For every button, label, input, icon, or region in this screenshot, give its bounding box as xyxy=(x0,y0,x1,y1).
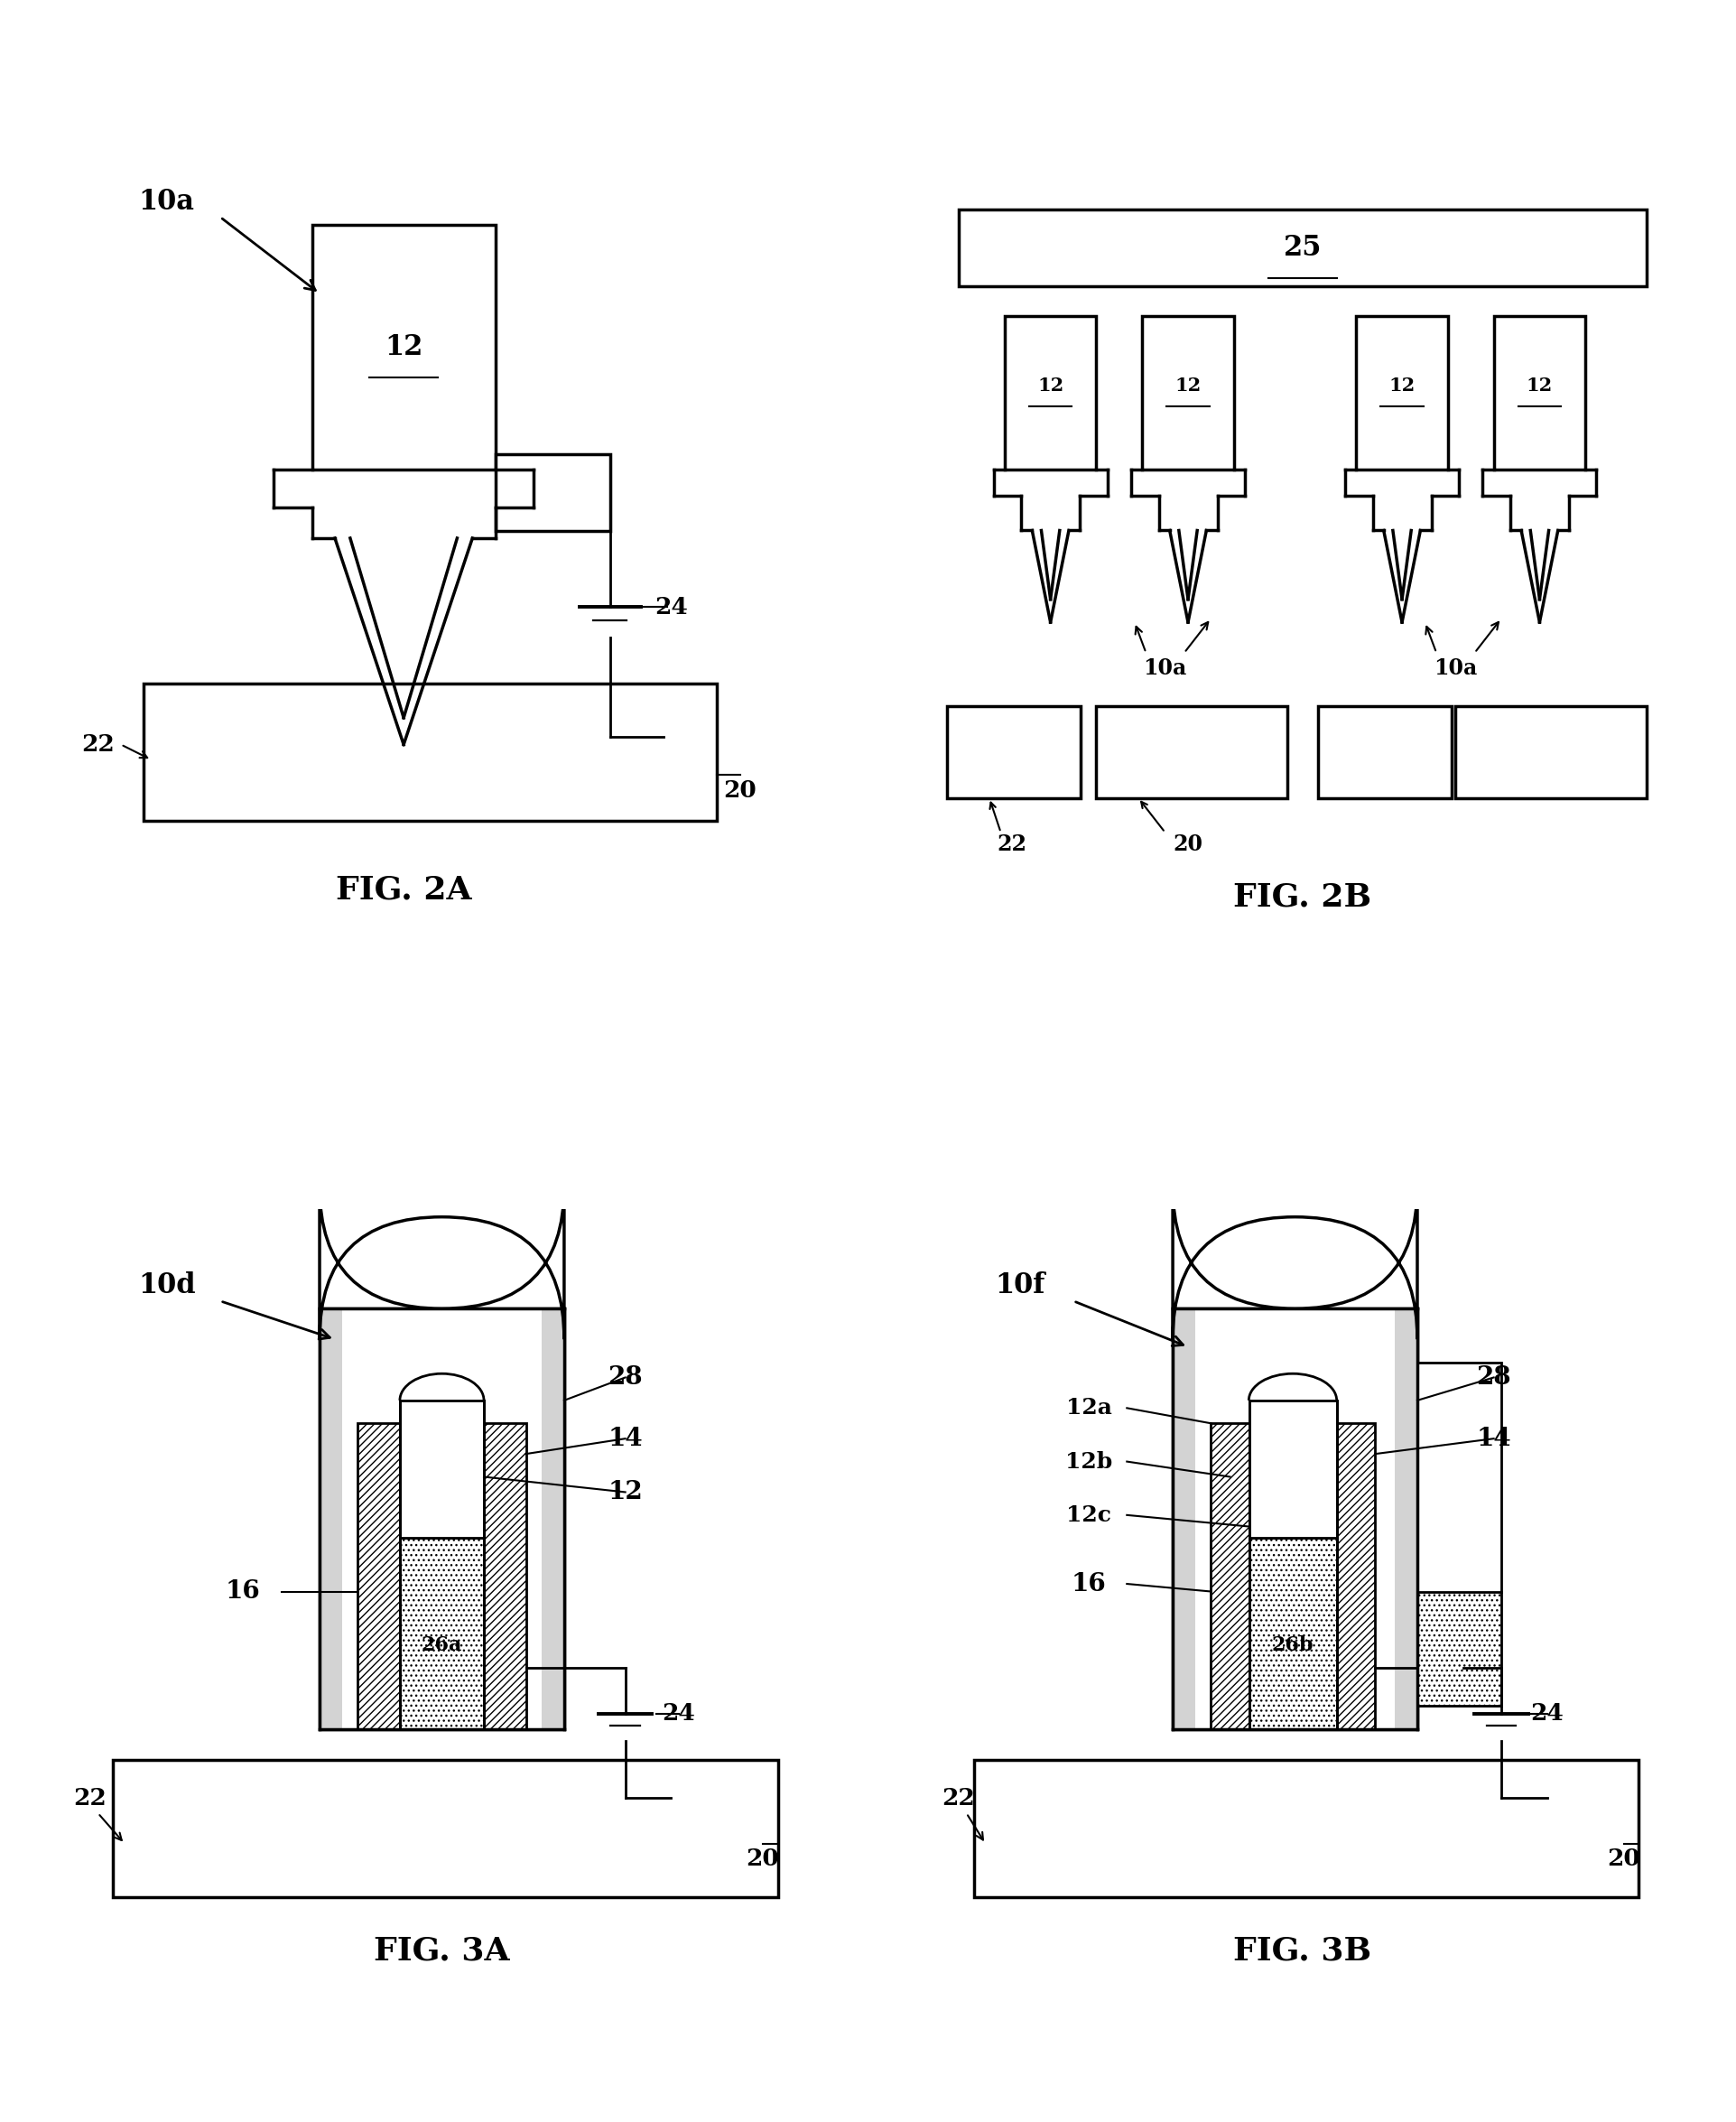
Text: 28: 28 xyxy=(1476,1364,1510,1390)
Text: FIG. 2B: FIG. 2B xyxy=(1233,883,1371,912)
Text: 20: 20 xyxy=(1606,1848,1639,1869)
Bar xyxy=(1417,1592,1500,1706)
Bar xyxy=(1356,316,1448,469)
Text: 12: 12 xyxy=(1174,376,1201,395)
Bar xyxy=(484,1424,526,1729)
Bar xyxy=(1321,713,1448,798)
Bar xyxy=(958,210,1646,286)
Text: 10a: 10a xyxy=(139,189,194,216)
Text: 12: 12 xyxy=(1389,376,1415,395)
Bar xyxy=(116,1772,774,1897)
Text: 10d: 10d xyxy=(137,1271,196,1301)
Bar xyxy=(399,1538,484,1729)
FancyBboxPatch shape xyxy=(1172,1186,1417,1339)
Bar xyxy=(399,1538,484,1729)
Text: 28: 28 xyxy=(608,1364,642,1390)
Bar xyxy=(946,707,1080,798)
Text: 14: 14 xyxy=(1476,1426,1510,1451)
Text: 12: 12 xyxy=(1526,376,1552,395)
Text: 24: 24 xyxy=(1529,1702,1562,1725)
Text: 26b: 26b xyxy=(1271,1636,1312,1655)
Bar xyxy=(974,1759,1639,1897)
Bar xyxy=(1248,1538,1337,1729)
Text: 12: 12 xyxy=(608,1479,642,1504)
Text: FIG. 3A: FIG. 3A xyxy=(373,1935,510,1967)
Text: 24: 24 xyxy=(661,1702,694,1725)
Bar xyxy=(342,1309,542,1729)
Bar xyxy=(1337,1424,1375,1729)
Bar xyxy=(319,1309,342,1729)
Text: 12c: 12c xyxy=(1066,1504,1111,1526)
Bar xyxy=(399,1401,484,1538)
Text: 20: 20 xyxy=(722,779,757,802)
FancyBboxPatch shape xyxy=(319,1186,564,1339)
Text: 20: 20 xyxy=(746,1848,779,1869)
Bar xyxy=(1003,316,1095,469)
Text: FIG. 3B: FIG. 3B xyxy=(1233,1935,1371,1967)
Text: 25: 25 xyxy=(1283,233,1321,261)
Text: 14: 14 xyxy=(608,1426,642,1451)
Text: 10a: 10a xyxy=(1432,658,1477,679)
Bar xyxy=(1493,316,1585,469)
Text: 22: 22 xyxy=(73,1787,108,1810)
Text: 22: 22 xyxy=(82,734,115,755)
Text: 12a: 12a xyxy=(1066,1396,1111,1420)
Bar xyxy=(319,1309,564,1729)
Bar xyxy=(1172,1309,1194,1729)
Bar xyxy=(1394,1309,1417,1729)
Text: 10a: 10a xyxy=(1142,658,1186,679)
Bar xyxy=(1248,1538,1337,1729)
Bar xyxy=(542,1309,564,1729)
Text: 22: 22 xyxy=(941,1787,976,1810)
Bar xyxy=(977,1772,1634,1897)
Text: 26a: 26a xyxy=(422,1636,462,1655)
Bar xyxy=(358,1424,399,1729)
Bar xyxy=(484,1424,526,1729)
Bar xyxy=(951,713,1076,798)
Bar xyxy=(358,1424,399,1729)
Text: FIG. 2A: FIG. 2A xyxy=(335,874,472,906)
Text: 24: 24 xyxy=(654,596,687,618)
Bar xyxy=(1095,707,1286,798)
Text: 20: 20 xyxy=(1172,834,1203,855)
Bar xyxy=(1194,1309,1394,1729)
Text: 12: 12 xyxy=(384,333,422,361)
Bar xyxy=(1337,1424,1375,1729)
Bar xyxy=(1417,1362,1500,1706)
Bar xyxy=(1210,1424,1248,1729)
Text: 12: 12 xyxy=(1036,376,1062,395)
Bar xyxy=(1458,713,1642,798)
Bar xyxy=(1318,707,1451,798)
Text: 16: 16 xyxy=(226,1579,260,1604)
Bar xyxy=(1099,713,1283,798)
Text: 16: 16 xyxy=(1071,1572,1106,1596)
Bar xyxy=(1248,1401,1337,1538)
Bar xyxy=(312,225,495,469)
Bar xyxy=(1210,1424,1248,1729)
Bar xyxy=(1172,1309,1417,1729)
Bar xyxy=(148,694,713,821)
Bar xyxy=(1455,707,1646,798)
Bar xyxy=(1142,316,1233,469)
Text: 22: 22 xyxy=(996,834,1026,855)
Bar xyxy=(144,683,717,821)
Bar xyxy=(495,454,609,530)
Text: 12b: 12b xyxy=(1064,1451,1111,1473)
Bar xyxy=(113,1759,778,1897)
Text: 10f: 10f xyxy=(995,1271,1045,1301)
